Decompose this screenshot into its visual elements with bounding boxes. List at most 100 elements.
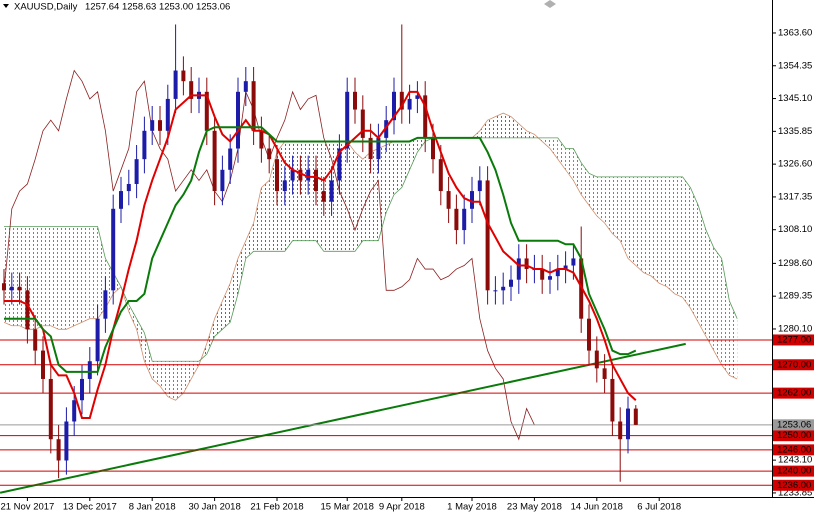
cloud-segment <box>612 176 621 241</box>
cloud-segment <box>479 120 488 138</box>
cloud-segment <box>417 137 426 153</box>
y-tick-label: 1289.35 <box>778 291 812 302</box>
level-label-box <box>773 359 814 371</box>
cloud-segment <box>261 180 270 252</box>
candle-body <box>477 180 482 192</box>
candle-body <box>618 421 623 440</box>
cloud-segment <box>50 226 59 330</box>
menu-arrow[interactable] <box>3 4 9 8</box>
cloud-segment <box>245 222 254 259</box>
cloud-segment <box>706 230 714 351</box>
cloud-segment <box>160 361 168 397</box>
candle-body <box>501 286 506 291</box>
cloud-segment <box>144 332 153 379</box>
candle-body <box>56 439 61 461</box>
candle-body <box>290 169 295 181</box>
cloud-segment <box>581 162 589 206</box>
candle-body <box>189 81 194 99</box>
candle-body <box>72 400 77 422</box>
cloud-segment <box>682 176 691 309</box>
x-tick-label: 21 Feb 2018 <box>250 502 303 513</box>
candle-body <box>80 378 84 401</box>
cloud-segment <box>674 176 683 298</box>
candle-body <box>493 290 498 292</box>
y-tick-label: 1363.60 <box>778 27 812 38</box>
cloud-segment <box>214 300 223 337</box>
candle-body <box>392 91 396 121</box>
candle-body <box>594 350 599 369</box>
cloud-segment <box>300 141 309 241</box>
candle-body <box>243 81 248 92</box>
cloud-segment <box>604 176 613 234</box>
cloud-segment <box>82 226 90 323</box>
candle-body <box>158 120 162 131</box>
level-label-box <box>773 387 814 399</box>
candle-body <box>470 191 474 209</box>
cloud-segment <box>308 141 316 241</box>
y-tick-label: 1335.85 <box>778 126 812 137</box>
cloud-segment <box>550 137 558 160</box>
candle-body <box>134 159 139 184</box>
candle-body <box>602 368 607 379</box>
candle-body <box>563 265 568 270</box>
cloud-segment <box>386 141 394 213</box>
candle-body <box>314 169 318 192</box>
candle-body <box>181 70 186 82</box>
cloud-segment <box>167 361 176 401</box>
cloud-segment <box>690 187 699 323</box>
candle-body <box>431 137 435 160</box>
y-tick-label: 1354.35 <box>778 60 812 71</box>
level-label: 1250.00 <box>777 430 811 441</box>
cloud-segment <box>323 141 332 252</box>
cloud-segment <box>206 318 215 355</box>
candle-body <box>516 258 521 280</box>
candle-body <box>626 408 630 440</box>
cloud-segment <box>518 123 527 138</box>
level-label: 1246.00 <box>777 444 811 455</box>
level-label: 1240.00 <box>777 466 811 477</box>
cloud-segment <box>721 258 730 376</box>
candle-body <box>399 91 404 110</box>
x-tick-label: 8 Jan 2018 <box>129 502 176 513</box>
candle-body <box>298 169 303 181</box>
candle-body <box>25 290 30 330</box>
cloud-segment <box>284 141 293 252</box>
candle-body <box>282 180 287 192</box>
last-price-box <box>773 419 814 431</box>
cloud-segment <box>394 141 402 195</box>
candle-body <box>150 120 155 131</box>
trendline <box>0 342 686 494</box>
cloud-segment <box>222 283 231 330</box>
cloud-segment <box>526 130 535 138</box>
cloud-segment <box>503 113 511 138</box>
candle-body <box>103 290 108 319</box>
cloud-segment <box>620 176 628 259</box>
cloud-segment <box>277 141 285 252</box>
candle-body <box>204 91 209 131</box>
last-price-label: 1253.06 <box>777 419 811 430</box>
level-label-box <box>773 465 814 477</box>
cloud-segment <box>230 258 238 323</box>
x-tick-label: 6 Jul 2018 <box>637 502 681 513</box>
candle-body <box>87 361 92 379</box>
candle-body <box>212 130 217 192</box>
cloud-segment <box>487 116 496 138</box>
candle-body <box>251 81 256 131</box>
x-tick-label: 23 May 2018 <box>507 502 562 513</box>
candle-body <box>33 329 38 351</box>
cloud-segment <box>11 226 20 326</box>
candle-body <box>407 98 412 110</box>
candle-body <box>384 120 389 138</box>
cloud-segment <box>542 137 550 149</box>
candle-body <box>462 208 467 231</box>
candle-body <box>376 137 381 160</box>
level-label-box <box>773 334 814 346</box>
cloud-segment <box>74 226 82 326</box>
cloud-segment <box>292 141 301 241</box>
level-label: 1262.00 <box>777 388 811 399</box>
cloud-segment <box>401 141 410 188</box>
candle-body <box>587 318 591 351</box>
cloud-segment <box>35 226 43 330</box>
candle-body <box>454 208 459 231</box>
